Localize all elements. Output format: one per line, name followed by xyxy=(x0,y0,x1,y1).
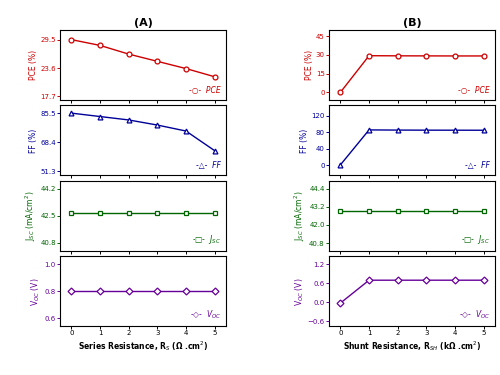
X-axis label: Shunt Resistance, R$_{SH}$ (kΩ .cm$^2$): Shunt Resistance, R$_{SH}$ (kΩ .cm$^2$) xyxy=(343,339,481,353)
X-axis label: Series Resistance, R$_S$ (Ω .cm$^2$): Series Resistance, R$_S$ (Ω .cm$^2$) xyxy=(78,339,208,353)
Y-axis label: J$_{SC}$ (mA/cm$^2$): J$_{SC}$ (mA/cm$^2$) xyxy=(24,190,38,241)
Text: -□-  J$_{SC}$: -□- J$_{SC}$ xyxy=(461,233,490,246)
Y-axis label: PCE (%): PCE (%) xyxy=(304,50,314,80)
Title: (A): (A) xyxy=(134,18,152,28)
Y-axis label: V$_{OC}$ (V): V$_{OC}$ (V) xyxy=(293,277,306,306)
Title: (B): (B) xyxy=(402,18,421,28)
Y-axis label: V$_{OC}$ (V): V$_{OC}$ (V) xyxy=(30,277,42,306)
Text: -○-  PCE: -○- PCE xyxy=(190,86,221,95)
Text: -◇-  V$_{OC}$: -◇- V$_{OC}$ xyxy=(190,309,221,321)
Text: -□-  J$_{SC}$: -□- J$_{SC}$ xyxy=(192,233,221,246)
Text: -◇-  V$_{OC}$: -◇- V$_{OC}$ xyxy=(458,309,490,321)
Y-axis label: FF (%): FF (%) xyxy=(29,128,38,153)
Y-axis label: FF (%): FF (%) xyxy=(300,128,310,153)
Text: -○-  PCE: -○- PCE xyxy=(458,86,490,95)
Y-axis label: PCE (%): PCE (%) xyxy=(29,50,38,80)
Text: -△-  FF: -△- FF xyxy=(196,162,221,171)
Text: -△-  FF: -△- FF xyxy=(465,162,490,171)
Y-axis label: J$_{SC}$ (mA/cm$^2$): J$_{SC}$ (mA/cm$^2$) xyxy=(292,190,307,241)
